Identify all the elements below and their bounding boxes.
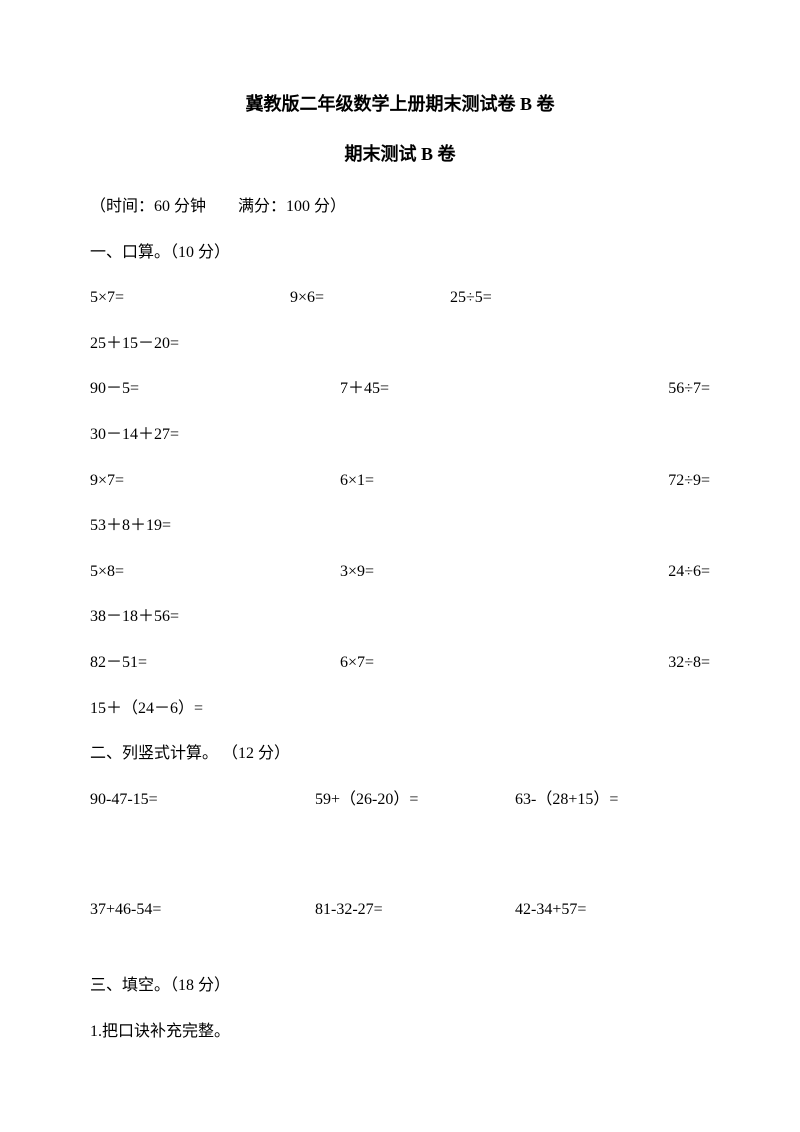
section1-heading: 一、口算。（10 分） <box>90 240 710 266</box>
s1-row10: 15＋（24－6）= <box>90 696 710 722</box>
s1-r7-b: 3×9= <box>340 559 540 585</box>
time-info: （时间：60 分钟 满分：100 分） <box>90 194 710 220</box>
s3-q1: 1.把口诀补充完整。 <box>90 1019 710 1045</box>
s1-r5-a: 9×7= <box>90 468 340 494</box>
s1-r7-a: 5×8= <box>90 559 340 585</box>
s1-row8: 38－18＋56= <box>90 604 710 630</box>
doc-subtitle: 期末测试 B 卷 <box>90 140 710 166</box>
section3-heading: 三、填空。（18 分） <box>90 973 710 999</box>
s1-r7-c: 24÷6= <box>540 559 710 585</box>
s1-r5-b: 6×1= <box>340 468 540 494</box>
s1-row4: 30－14＋27= <box>90 422 710 448</box>
s1-row9: 82－51= 6×7= 32÷8= <box>90 650 710 676</box>
s2-row1: 90-47-15= 59+（26-20）= 63-（28+15）= <box>90 787 710 813</box>
doc-title: 冀教版二年级数学上册期末测试卷 B 卷 <box>90 90 710 116</box>
s1-row3: 90－5= 7＋45= 56÷7= <box>90 376 710 402</box>
s1-row5: 9×7= 6×1= 72÷9= <box>90 468 710 494</box>
s2-r1-c: 63-（28+15）= <box>515 787 710 813</box>
s1-r1-a: 5×7= <box>90 285 290 311</box>
s1-r3-b: 7＋45= <box>340 376 540 402</box>
s1-row6: 53＋8＋19= <box>90 513 710 539</box>
s1-row2: 25＋15－20= <box>90 331 710 357</box>
s1-r1-c: 25÷5= <box>450 285 492 311</box>
s1-r1-b: 9×6= <box>290 285 450 311</box>
s1-r3-a: 90－5= <box>90 376 340 402</box>
s1-r5-c: 72÷9= <box>540 468 710 494</box>
s2-r2-a: 37+46-54= <box>90 897 315 923</box>
s1-row1: 5×7= 9×6= 25÷5= <box>90 285 710 311</box>
spacer <box>90 943 710 973</box>
s2-r1-a: 90-47-15= <box>90 787 315 813</box>
s2-row2: 37+46-54= 81-32-27= 42-34+57= <box>90 897 710 923</box>
spacer <box>90 832 710 897</box>
s1-row7: 5×8= 3×9= 24÷6= <box>90 559 710 585</box>
s1-r9-b: 6×7= <box>340 650 540 676</box>
s1-r9-c: 32÷8= <box>540 650 710 676</box>
s2-r1-b: 59+（26-20）= <box>315 787 515 813</box>
s2-r2-c: 42-34+57= <box>515 897 710 923</box>
s1-r9-a: 82－51= <box>90 650 340 676</box>
s2-r2-b: 81-32-27= <box>315 897 515 923</box>
section2-heading: 二、列竖式计算。 （12 分） <box>90 741 710 767</box>
s1-r3-c: 56÷7= <box>540 376 710 402</box>
